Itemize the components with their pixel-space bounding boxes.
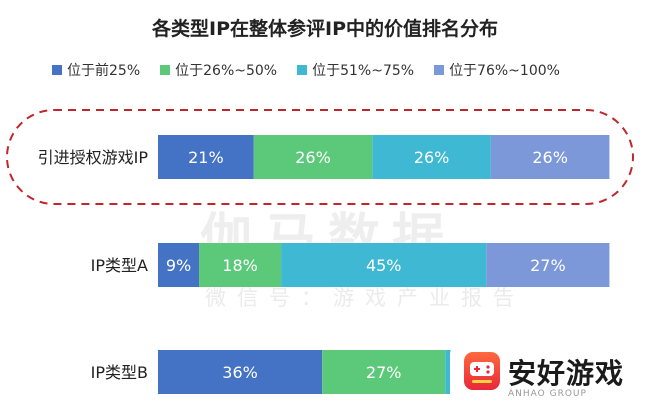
category-label: IP类型B [91,363,148,382]
bar-segment [490,135,610,179]
bar-segment [158,135,254,179]
data-label: 45% [366,256,402,275]
data-label: 26% [295,148,331,167]
bar-segment [253,135,373,179]
badge-sub: ANHAO GROUP [508,389,587,399]
highlight-outline [6,109,634,205]
site-badge: 安好游戏 ANHAO GROUP [450,344,650,407]
bar-segment [158,243,200,287]
data-label: 26% [414,148,450,167]
legend-swatch [160,65,171,75]
bar-segment [158,350,323,394]
bar-segment [199,243,282,287]
legend-label: 位于26%~50% [175,63,278,79]
legend-item: 位于51%~75% [297,60,414,80]
data-label: 21% [188,148,224,167]
data-label: 27% [530,256,566,275]
legend-item: 位于76%~100% [434,60,560,80]
bar-segment [486,243,610,287]
data-label: 26% [532,148,568,167]
data-label: 36% [222,363,258,382]
watermark-sub: 微信号：游戏产业报告 [205,286,525,310]
category-label: 引进授权游戏IP [38,148,149,167]
gamepad-logo-icon [464,352,500,390]
bar-segment [281,243,487,287]
legend-item: 位于26%~50% [160,60,277,80]
badge-text: 安好游戏 [508,357,625,390]
legend-label: 位于76%~100% [449,63,560,79]
chart-legend: 位于前25% 位于26%~50% 位于51%~75% 位于76%~100% [52,60,560,80]
bar-segment [322,350,446,394]
legend-item: 位于前25% [52,60,140,80]
data-label: 18% [222,256,258,275]
data-label: 27% [366,363,402,382]
legend-swatch [297,65,308,75]
chart-title: 各类型IP在整体参评IP中的价值排名分布 [152,18,498,40]
bar-segment [372,135,491,179]
legend-swatch [434,65,445,75]
legend-swatch [52,65,62,75]
category-label: IP类型A [91,256,148,275]
data-label: 9% [166,256,191,275]
legend-label: 位于前25% [67,63,141,79]
legend-label: 位于51%~75% [312,63,415,79]
